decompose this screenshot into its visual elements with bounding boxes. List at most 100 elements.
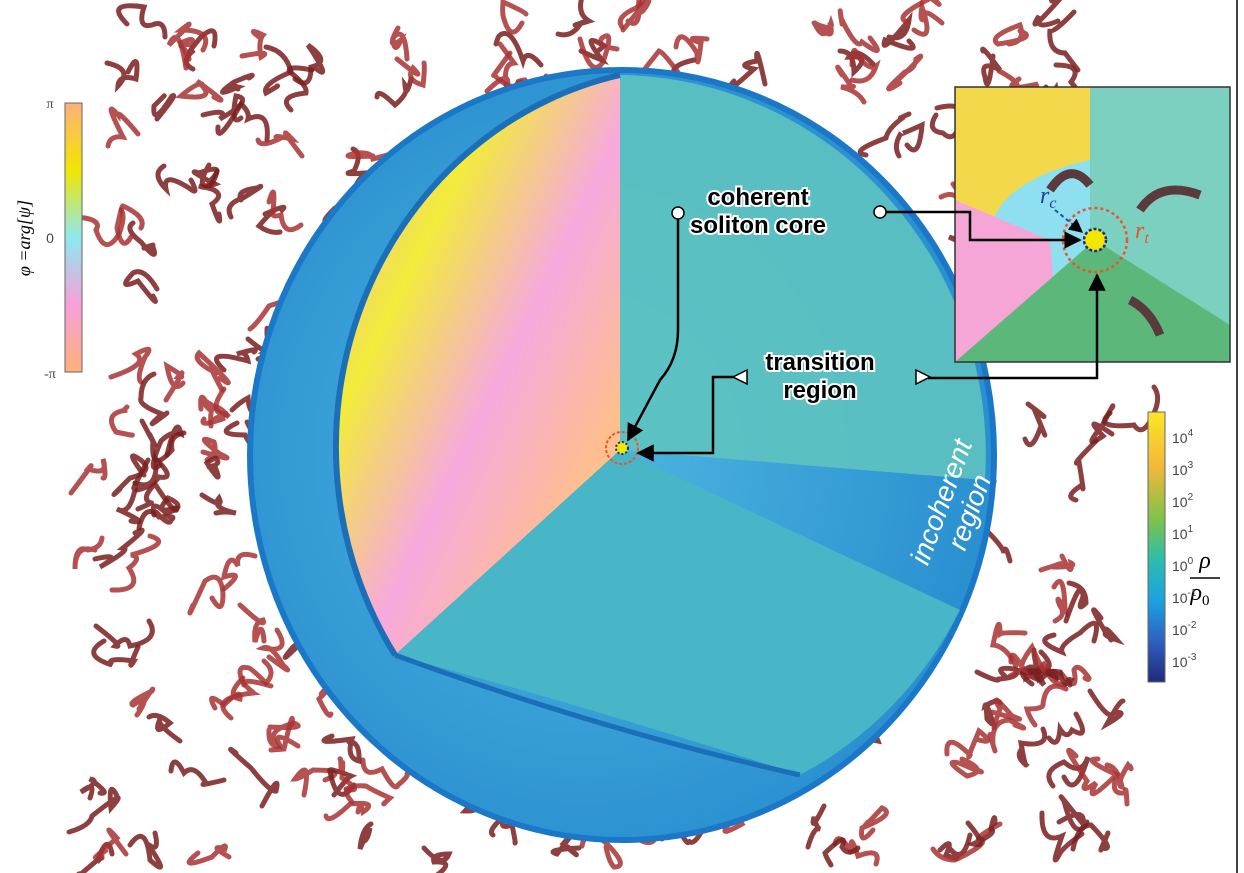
tick-label: 10-2 bbox=[1172, 620, 1197, 638]
tick-label: 104 bbox=[1172, 428, 1194, 446]
vortex-tube bbox=[503, 2, 526, 32]
vortex-tube bbox=[983, 49, 1000, 84]
vortex-tube bbox=[202, 495, 236, 513]
exponent: 0 bbox=[1188, 556, 1194, 567]
vortex-tube bbox=[107, 62, 137, 86]
vortex-tube bbox=[914, 7, 942, 34]
vortex-tube bbox=[1049, 714, 1083, 742]
vortex-tube bbox=[222, 75, 252, 92]
inset-core-radius bbox=[1084, 229, 1106, 251]
base: 10 bbox=[1172, 430, 1188, 446]
annotation: soliton core bbox=[690, 212, 826, 239]
vortex-tube bbox=[71, 459, 105, 493]
phase-colorbar: π 0 -π φ =arg[ψ] bbox=[14, 97, 82, 382]
exponent: 3 bbox=[1188, 460, 1194, 471]
colorbar-label: ρ bbox=[1198, 548, 1211, 574]
exponent: 4 bbox=[1188, 428, 1194, 439]
callout-dot bbox=[874, 206, 886, 218]
vortex-tube bbox=[326, 803, 369, 818]
vortex-tube bbox=[132, 689, 153, 715]
annotation: transition bbox=[765, 349, 874, 376]
vortex-tube bbox=[952, 759, 981, 776]
inset: rc rt bbox=[955, 87, 1230, 362]
core-radius bbox=[616, 442, 628, 454]
exponent: 1 bbox=[1188, 524, 1194, 535]
vortex-tube bbox=[223, 681, 271, 718]
vortex-tube bbox=[240, 605, 264, 642]
vortex-tube bbox=[1054, 581, 1065, 621]
figure: rc rt coherent soliton core transition r… bbox=[0, 0, 1244, 873]
vortex-tube bbox=[1019, 729, 1044, 765]
vortex-tube bbox=[1090, 691, 1123, 724]
vortex-tube bbox=[896, 125, 922, 156]
vortex-tube bbox=[346, 786, 390, 804]
exponent: -2 bbox=[1188, 620, 1197, 631]
base: 10 bbox=[1172, 494, 1188, 510]
callout-dot bbox=[672, 207, 684, 219]
vortex-tube bbox=[119, 6, 165, 37]
tick-label: π bbox=[46, 97, 53, 112]
vortex-tube bbox=[69, 789, 118, 832]
vortex-tube bbox=[377, 79, 411, 105]
vortex-tube bbox=[1066, 583, 1086, 621]
tick-label: -π bbox=[44, 367, 56, 382]
vortex-tube bbox=[1025, 404, 1045, 445]
sphere bbox=[250, 70, 994, 840]
tick-label: 103 bbox=[1172, 460, 1194, 478]
vortex-tube bbox=[947, 731, 988, 757]
vortex-tube bbox=[1059, 797, 1087, 830]
vortex-tube bbox=[194, 165, 217, 186]
vortex-tube bbox=[141, 374, 167, 424]
vortex-tube bbox=[269, 192, 301, 230]
vortex-tube bbox=[111, 349, 149, 382]
base: 10 bbox=[1172, 654, 1188, 670]
base: 10 bbox=[1172, 622, 1188, 638]
vortex-tube bbox=[181, 81, 221, 100]
vortex-tube bbox=[224, 554, 255, 589]
vortex-tube bbox=[171, 762, 224, 784]
vortex-tube bbox=[397, 59, 424, 85]
vortex-tube bbox=[968, 818, 995, 845]
subscript: c bbox=[1049, 195, 1056, 212]
vortex-tube bbox=[1041, 556, 1073, 570]
vortex-tube bbox=[130, 833, 161, 867]
vortex-tube bbox=[75, 538, 102, 569]
vortex-tube bbox=[258, 133, 302, 156]
vortex-tube bbox=[1071, 441, 1096, 500]
vortex-tube bbox=[231, 749, 277, 806]
vortex-tube bbox=[216, 350, 255, 370]
vortex-tube bbox=[889, 56, 921, 89]
vortex-tube bbox=[158, 166, 195, 191]
base: 10 bbox=[1172, 558, 1188, 574]
vortex-tube bbox=[840, 11, 877, 51]
vortex-tube bbox=[166, 366, 183, 400]
colorbar-label: φ =arg[ψ] bbox=[14, 200, 34, 276]
annotation: coherent bbox=[707, 184, 808, 211]
tick-label: 101 bbox=[1172, 524, 1194, 542]
exponent: 2 bbox=[1188, 492, 1194, 503]
vortex-tube bbox=[126, 272, 157, 302]
tick-label: 0 bbox=[46, 230, 54, 246]
vortex-tube bbox=[154, 95, 174, 119]
tick-label: 10-3 bbox=[1172, 652, 1197, 670]
vortex-tube bbox=[814, 22, 831, 34]
vortex-tube bbox=[218, 104, 268, 140]
tick-label: 100 bbox=[1172, 556, 1194, 574]
vortex-tube bbox=[207, 458, 218, 477]
annotation: region bbox=[783, 377, 856, 404]
vortex-tube bbox=[424, 848, 449, 873]
vortex-tube bbox=[861, 808, 886, 838]
vortex-tube bbox=[139, 512, 173, 528]
vortex-tube bbox=[111, 407, 132, 435]
tick-label: 102 bbox=[1172, 492, 1194, 510]
base: 10 bbox=[1172, 590, 1188, 606]
vortex-tube bbox=[360, 824, 371, 849]
density-cut-face bbox=[620, 75, 986, 480]
colorbar bbox=[65, 103, 82, 372]
vortex-tube bbox=[1027, 686, 1066, 725]
subscript: t bbox=[1144, 230, 1149, 247]
vortex-tube bbox=[149, 715, 180, 741]
vortex-tube bbox=[189, 846, 229, 863]
subscript: 0 bbox=[1202, 593, 1210, 609]
